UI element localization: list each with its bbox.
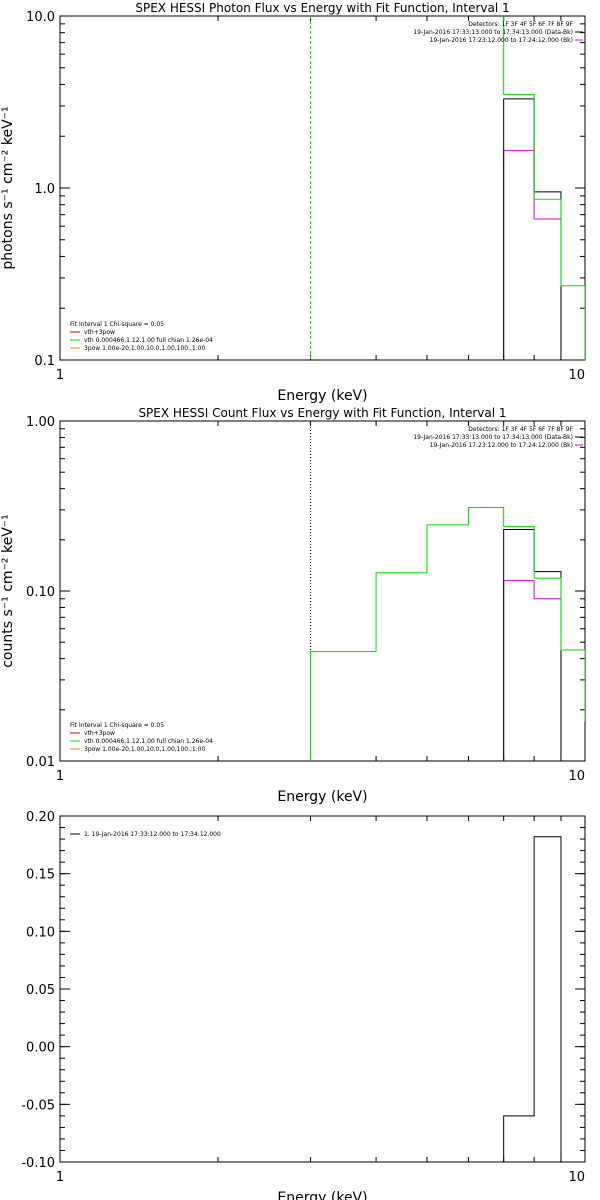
chart-2-x-tick-label: 1 (56, 769, 64, 784)
chart-1-legend-line: 3pow 1.00e-20,1.00,10.0,1.00,100.,1.00 (84, 345, 205, 352)
chart-1-y-tick-label: 0.1 (34, 354, 55, 369)
chart-2-legend-header-line: 19-Jan-2016 17:23:12.000 to 17:24:12.000… (430, 442, 573, 449)
chart-2-legend-header-line: Detectors: 1F 3F 4F 5F 6F 7F 8F 9F (468, 426, 573, 433)
chart-2-legend-line: Fit Interval 1 Chi-square = 0.05 (70, 722, 164, 729)
chart-2-legend-header-line: 19-Jan-2016 17:33:13.000 to 17:34:13.000… (413, 434, 573, 441)
chart-3-x-tick-label: 10 (568, 1170, 585, 1185)
chart-1-y-tick-label: 10.0 (26, 10, 55, 25)
chart-2-y-tick-label: 0.10 (26, 585, 55, 600)
chart-1-legend-line: vth 0.000466,1.12,1.00 full chian 1.26e-… (84, 337, 213, 344)
chart-1-y-axis-label: photons s⁻¹ cm⁻² keV⁻¹ (0, 106, 16, 269)
chart-3-y-tick-label: 0.00 (26, 1041, 55, 1056)
chart-2-legend-line: vth+3pow (84, 730, 115, 737)
chart-1: SPEX HESSI Photon Flux vs Energy with Fi… (0, 1, 586, 404)
chart-1-series-background (503, 150, 562, 360)
chart-3-x-axis-label: Energy (keV) (277, 1190, 367, 1200)
chart-3-series-residuals (503, 836, 562, 1162)
chart-2-title: SPEX HESSI Count Flux vs Energy with Fit… (138, 406, 506, 420)
chart-3-y-tick-label: 0.20 (26, 810, 55, 825)
chart-2-data-area (309, 421, 585, 761)
chart-1-legend-header-line: 19-Jan-2016 17:33:13.000 to 17:34:13.000… (413, 29, 573, 36)
chart-1-y-tick-label: 1.0 (34, 182, 55, 197)
chart-2-legend-line: 3pow 1.00e-20,1.00,10.0,1.00,100.,1.00 (84, 746, 205, 753)
chart-3-y-tick-label: 0.05 (26, 983, 55, 998)
chart-1-legend-header-line: 19-Jan-2016 17:23:12.000 to 17:24:12.000… (430, 37, 573, 44)
chart-3-y-tick-label: -0.10 (21, 1156, 55, 1171)
chart-1-legend-line: Fit Interval 1 Chi-square = 0.05 (70, 321, 164, 328)
chart-2-legend-line: vth 0.000466,1.12,1.00 full chian 1.26e-… (84, 738, 213, 745)
chart-1-series-data (503, 98, 562, 360)
chart-2: SPEX HESSI Count Flux vs Energy with Fit… (0, 406, 586, 805)
chart-2-series-data (503, 529, 562, 761)
chart-2-x-tick-label: 10 (568, 769, 585, 784)
chart-2-y-tick-label: 0.01 (26, 755, 55, 770)
chart-1-x-tick-label: 1 (56, 368, 64, 383)
chart-2-x-axis-label: Energy (keV) (277, 789, 367, 805)
chart-3-x-tick-label: 1 (56, 1170, 64, 1185)
chart-2-series-fit (309, 506, 585, 761)
chart-2-y-axis-label: counts s⁻¹ cm⁻² keV⁻¹ (0, 514, 16, 668)
chart-1-legend-header-line: Detectors: 1F 3F 4F 5F 6F 7F 8F 9F (468, 21, 573, 28)
chart-2-plot-frame (59, 420, 586, 762)
chart-3-y-tick-label: -0.05 (21, 1098, 55, 1113)
chart-3-y-tick-label: 0.10 (26, 925, 55, 940)
chart-3-y-tick-label: 0.15 (26, 868, 55, 883)
chart-1-x-tick-label: 10 (568, 368, 585, 383)
chart-1-legend-line: vth+3pow (84, 329, 115, 336)
chart-3-legend-line: 1. 19-Jan-2016 17:33:12.000 to 17:34:12.… (84, 831, 221, 838)
chart-3-plot-frame (59, 815, 586, 1163)
chart-1-data-area (309, 16, 585, 360)
chart-1-x-axis-label: Energy (keV) (277, 388, 367, 404)
chart-1-plot-frame (59, 15, 586, 361)
chart-1-title: SPEX HESSI Photon Flux vs Energy with Fi… (135, 1, 509, 15)
chart-3: 1 10 Energy (keV) -0.10 -0.05 0.00 0.05 0.10 0.1… (21, 810, 586, 1200)
chart-3-data-area (503, 836, 562, 1162)
chart-2-y-tick-label: 1.00 (26, 415, 55, 430)
chart-2-series-background (503, 580, 562, 761)
chart-1-series-fit (503, 16, 585, 360)
